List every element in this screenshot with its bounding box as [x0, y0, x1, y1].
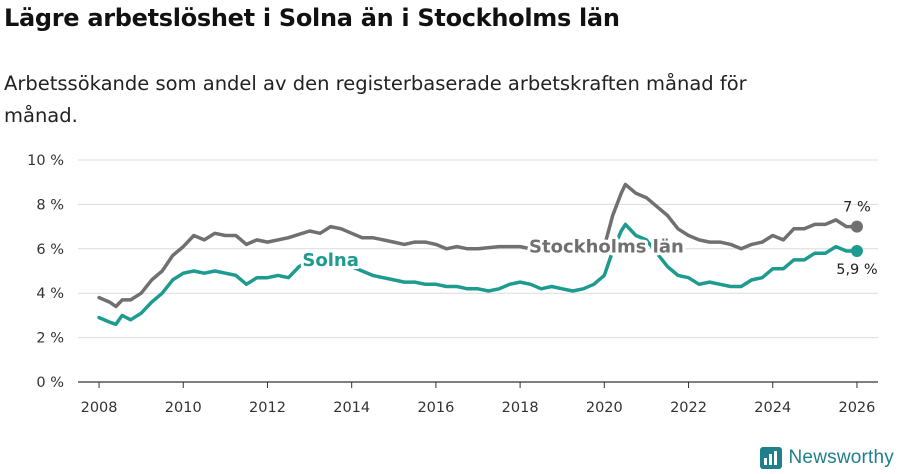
y-tick-label: 10 %	[27, 153, 64, 169]
chart-title: Lägre arbetslöshet i Solna än i Stockhol…	[4, 4, 620, 32]
series-label-stockholm: Stockholms län	[529, 237, 684, 258]
series-line-solna	[97, 222, 859, 327]
y-tick-label: 4 %	[36, 286, 64, 302]
brand-name: Newsworthy	[788, 447, 894, 468]
y-tick-label: 6 %	[36, 242, 64, 258]
series-label-solna: Solna	[302, 250, 358, 271]
y-tick-label: 8 %	[36, 197, 64, 213]
series-line-stockholm	[97, 182, 859, 309]
x-tick-label: 2024	[754, 400, 791, 416]
brand-logo: Newsworthy	[759, 446, 894, 470]
y-tick-label: 0 %	[36, 375, 64, 391]
chart-subtitle: Arbetssökande som andel av den registerb…	[4, 72, 747, 127]
y-tick-label: 2 %	[36, 331, 64, 347]
newsworthy-logo-icon	[759, 447, 782, 469]
x-tick-label: 2018	[502, 400, 539, 416]
x-tick-label: 2026	[838, 400, 875, 416]
x-tick-label: 2014	[333, 400, 370, 416]
x-tick-label: 2008	[81, 400, 118, 416]
x-tick-label: 2012	[249, 400, 286, 416]
x-tick-label: 2016	[417, 400, 454, 416]
series-endpoint-solna	[850, 245, 863, 258]
series-endpoint-stockholm	[850, 220, 863, 233]
x-tick-label: 2010	[165, 400, 202, 416]
x-tick-label: 2022	[670, 400, 707, 416]
end-label-stockholm: 7 %	[843, 200, 871, 216]
x-tick-label: 2020	[586, 400, 623, 416]
end-label-solna: 5,9 %	[836, 262, 877, 278]
